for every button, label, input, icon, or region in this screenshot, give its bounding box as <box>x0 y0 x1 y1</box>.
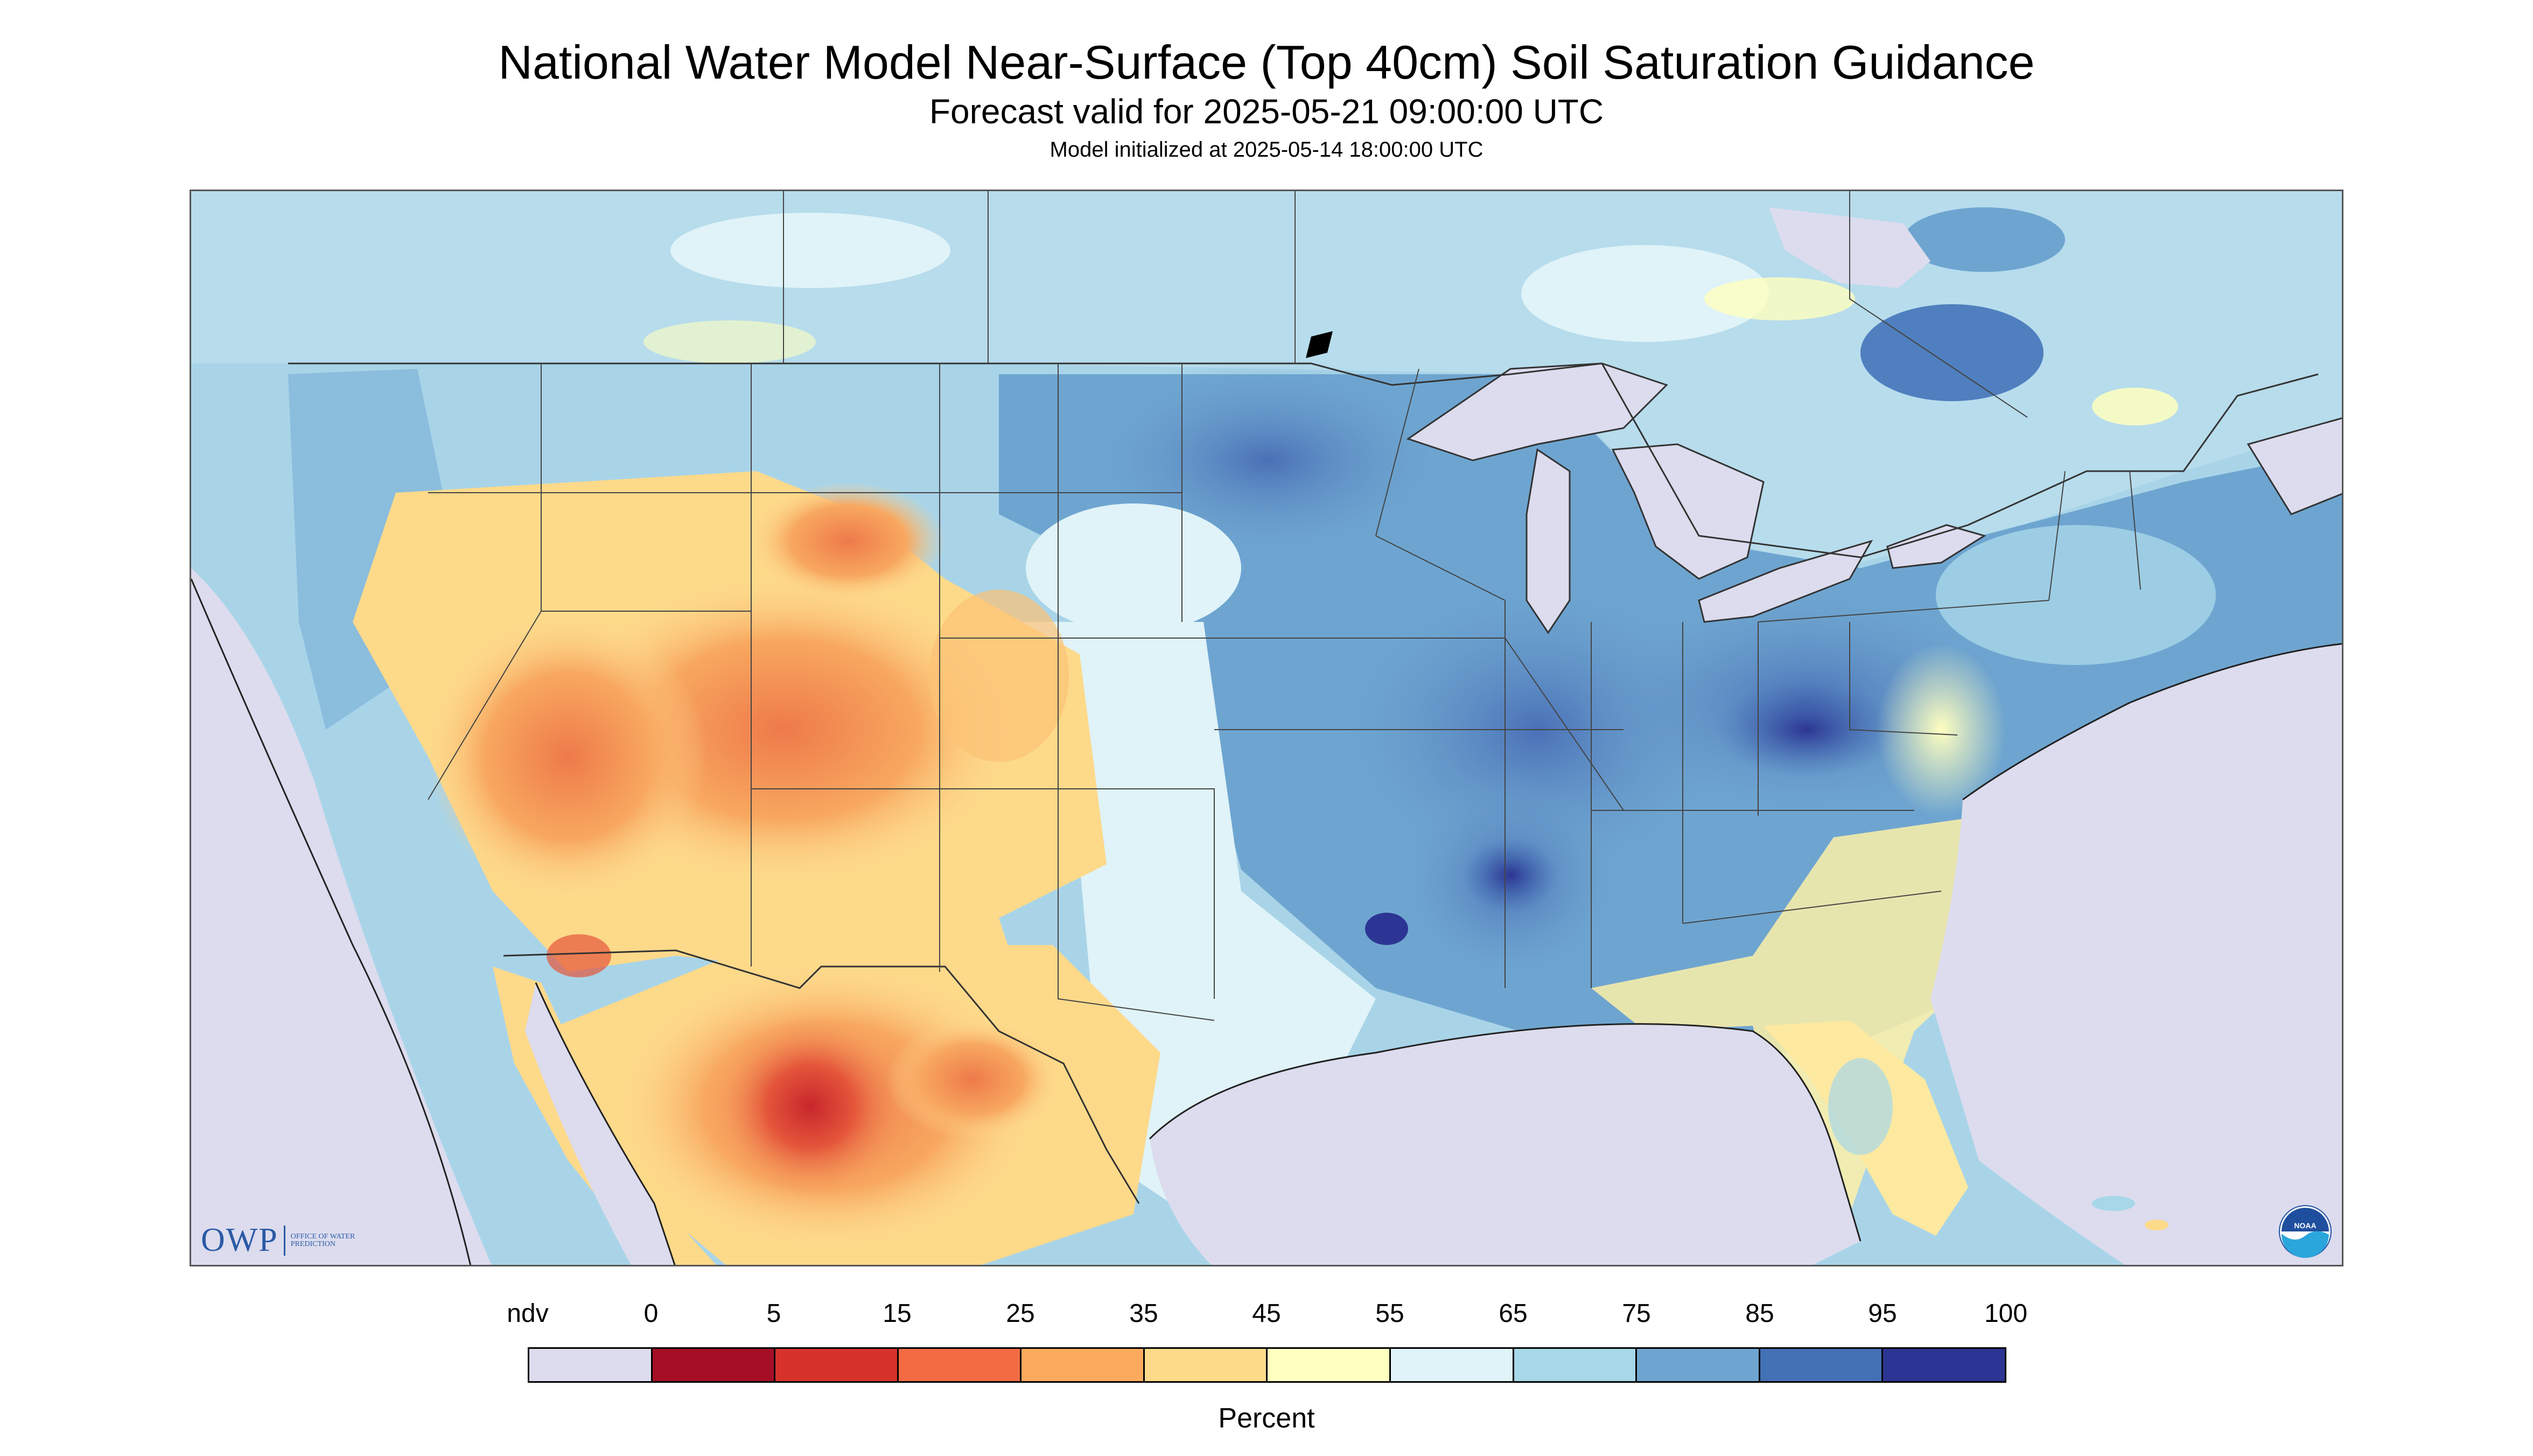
noaa-logo-text: NOAA <box>2294 1221 2316 1230</box>
legend-swatch <box>1021 1349 1145 1381</box>
state-boundaries <box>428 363 2141 1021</box>
legend-labels: ndv 0 5 15 25 35 45 55 65 75 85 95 100 <box>0 1298 2533 1335</box>
us-canada-border <box>288 362 2319 558</box>
legend-swatch <box>1514 1349 1638 1381</box>
legend-label-ndv: ndv <box>507 1299 549 1328</box>
chart-title: National Water Model Near-Surface (Top 4… <box>498 36 2035 89</box>
legend-label: 35 <box>1129 1299 1158 1328</box>
legend-label: 75 <box>1622 1299 1651 1328</box>
color-legend-bar <box>528 1347 2006 1383</box>
us-mexico-border <box>503 949 1140 1204</box>
atlantic-ocean <box>1930 643 2342 1265</box>
owp-logo-separator <box>283 1225 285 1256</box>
legend-label: 65 <box>1499 1299 1528 1328</box>
legend-unit-label: Percent <box>1218 1403 1315 1434</box>
legend-label: 55 <box>1375 1299 1404 1328</box>
legend-swatch <box>1391 1349 1514 1381</box>
gulf-of-california <box>525 983 675 1265</box>
model-init-time: Model initialized at 2025-05-14 18:00:00… <box>1049 138 1484 162</box>
great-lakes <box>1406 362 1986 634</box>
coastlines <box>191 578 2342 1265</box>
legend-label: 95 <box>1868 1299 1897 1328</box>
legend-swatch <box>1144 1349 1268 1381</box>
soil-saturation-map[interactable]: OWP OFFICE OF WATER PREDICTION NOAA <box>190 190 2343 1266</box>
legend-label: 100 <box>1984 1299 2028 1328</box>
legend-swatch <box>1883 1349 2005 1381</box>
legend-label: 25 <box>1006 1299 1035 1328</box>
noaa-logo-icon: NOAA <box>2279 1205 2332 1258</box>
legend-swatch-ndv <box>529 1349 653 1381</box>
legend-label: 45 <box>1252 1299 1281 1328</box>
legend-swatch <box>1637 1349 1760 1381</box>
gulf-of-mexico <box>1150 1024 1860 1265</box>
legend-label: 85 <box>1745 1299 1774 1328</box>
owp-logo: OWP OFFICE OF WATER PREDICTION <box>201 1221 372 1259</box>
legend-swatch <box>898 1349 1022 1381</box>
legend-swatch <box>775 1349 899 1381</box>
forecast-valid-time: Forecast valid for 2025-05-21 09:00:00 U… <box>929 92 1604 131</box>
legend-swatch <box>1760 1349 1884 1381</box>
province-boundaries <box>783 191 2028 418</box>
legend-label: 0 <box>643 1299 659 1328</box>
legend-label: 15 <box>883 1299 912 1328</box>
owp-logo-subtext: OFFICE OF WATER PREDICTION <box>290 1232 355 1248</box>
legend-label: 5 <box>766 1299 781 1328</box>
legend-swatch <box>652 1349 776 1381</box>
owp-logo-text: OWP <box>201 1222 278 1258</box>
legend-swatch <box>1268 1349 1391 1381</box>
